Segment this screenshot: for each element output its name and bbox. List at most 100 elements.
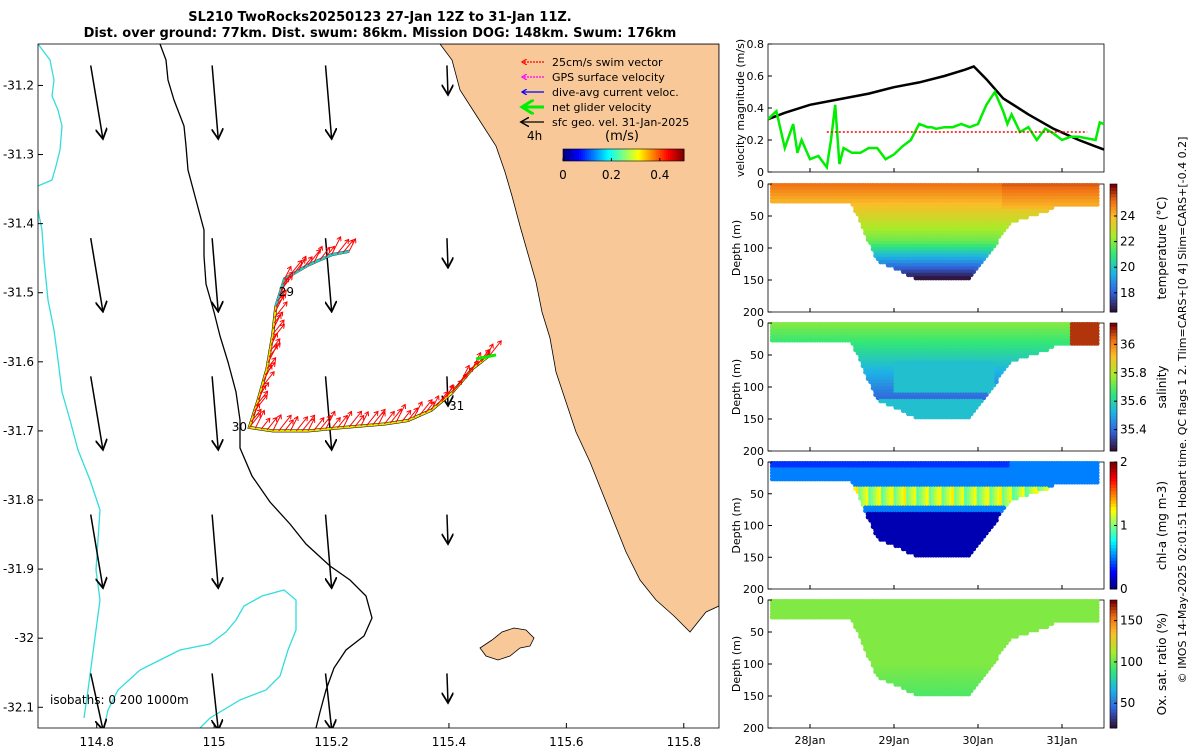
colorbar-cell — [645, 149, 649, 161]
section-colorbar-cell — [1110, 364, 1117, 369]
map-ytick-label: -31.4 — [3, 217, 34, 231]
map-xtick-label: 115.8 — [667, 735, 701, 749]
section-colorbar-cell — [1110, 232, 1117, 236]
swim-vector — [446, 385, 453, 398]
colorbar-cell — [593, 149, 596, 161]
section-point — [1014, 218, 1019, 223]
swim-vector — [342, 240, 353, 253]
colorbar-label: salinity — [1155, 365, 1169, 408]
colorbar-cell — [675, 149, 679, 161]
depth-tick-label: 200 — [743, 306, 764, 319]
section-point — [981, 256, 987, 262]
swim-vector — [489, 341, 501, 356]
section-point — [1001, 227, 1007, 233]
swim-vector — [383, 411, 394, 425]
colorbar-cell — [677, 149, 681, 161]
section-point — [1006, 221, 1012, 226]
section-colorbar-cell — [1110, 323, 1117, 327]
colorbar-cell — [681, 149, 685, 161]
section-colorbar-cell — [1110, 332, 1117, 337]
net-velocity-arrow — [475, 353, 497, 361]
isobath-label: isobaths: 0 200 1000m — [50, 693, 189, 707]
section-point — [1004, 224, 1009, 230]
colorbar-cell — [569, 149, 572, 161]
section-colorbar-cell — [1110, 254, 1117, 259]
section-colorbar-cell — [1110, 219, 1117, 223]
map-xtick-label: 115.6 — [549, 735, 583, 749]
map-xtick-label: 114.8 — [80, 735, 114, 749]
colorbar-cell — [671, 149, 675, 161]
colorbar-cell — [669, 149, 673, 161]
colorbar-cell — [579, 149, 582, 161]
swim-vector — [267, 345, 277, 364]
swim-vector — [413, 402, 422, 419]
colorbar-cell — [679, 149, 683, 161]
colorbar-tick-label: 0.4 — [650, 168, 669, 182]
map-ytick-label: -31.5 — [3, 286, 34, 300]
swim-vector — [295, 417, 307, 432]
geo-arrow — [89, 514, 103, 587]
section-colorbar-cell — [1110, 377, 1117, 382]
swim-vector — [337, 239, 348, 254]
colorbar-tick-label: 35.6 — [1120, 394, 1147, 408]
geo-arrow — [89, 673, 103, 728]
swim-vector — [407, 408, 418, 421]
colorbar-cell — [619, 149, 622, 161]
colorbar-cell — [667, 149, 671, 161]
legend-item-label: GPS surface velocity — [552, 71, 665, 84]
colorbar-cell — [577, 149, 580, 161]
section-colorbar-cell — [1110, 209, 1117, 214]
swim-vector — [262, 365, 271, 382]
section-colorbar-cell — [1110, 260, 1117, 265]
swim-vector — [436, 392, 447, 407]
colorbar-cell — [647, 149, 651, 161]
section-point — [1095, 189, 1100, 194]
swim-vector — [289, 417, 297, 432]
section-point — [1095, 341, 1100, 346]
geo-arrow — [447, 65, 448, 93]
section-colorbar-cell — [1110, 200, 1117, 204]
swim-vector — [307, 418, 314, 432]
swim-vector — [325, 411, 335, 430]
map-xtick-label: 115.2 — [314, 735, 348, 749]
glider-track — [247, 237, 501, 433]
swim-vector — [430, 396, 438, 411]
swim-vector — [248, 413, 260, 428]
colorbar-tick-label: 36 — [1120, 337, 1135, 351]
swim-vector — [278, 278, 288, 296]
legend-item-label: dive-avg current veloc. — [552, 86, 679, 99]
map-ytick-label: -31.2 — [3, 78, 34, 92]
section-colorbar-cell — [1110, 335, 1117, 340]
colorbar-tick-label: 0 — [559, 168, 567, 182]
colorbar-cell — [621, 149, 624, 161]
section-colorbar-cell — [1110, 431, 1117, 436]
legend-item-label: net glider velocity — [552, 101, 652, 114]
colorbar-cell — [583, 149, 586, 161]
velocity-ytick-label: 0.6 — [747, 70, 765, 83]
depth-tick-label: 0 — [757, 317, 764, 330]
section-colorbar-cell — [1110, 238, 1117, 243]
section-colorbar-cell — [1110, 441, 1117, 446]
section-colorbar-cell — [1110, 187, 1117, 191]
section-colorbar-cell — [1110, 419, 1117, 423]
section-colorbar-cell — [1110, 222, 1117, 227]
section-colorbar-cell — [1110, 438, 1117, 442]
section-point — [1049, 205, 1055, 210]
section-colorbar-cell — [1110, 267, 1117, 271]
geo-arrow — [447, 376, 448, 404]
section-colorbar-cell — [1110, 374, 1117, 378]
colorbar-cell — [637, 149, 641, 161]
swim-vector — [313, 418, 324, 431]
section-point — [984, 253, 989, 258]
colorbar-cell — [653, 149, 657, 161]
map-ytick-label: -31.7 — [3, 424, 34, 438]
colorbar-cell — [629, 149, 633, 161]
section-colorbar-cell — [1110, 196, 1117, 201]
colorbar-tick-label: 35.8 — [1120, 366, 1147, 380]
section-point — [994, 379, 999, 385]
section-colorbar-cell — [1110, 396, 1117, 401]
section-point — [1095, 202, 1100, 207]
geo-arrow — [89, 65, 103, 137]
velocity-ytick-label: 0.2 — [747, 134, 765, 147]
section-point — [976, 263, 982, 268]
